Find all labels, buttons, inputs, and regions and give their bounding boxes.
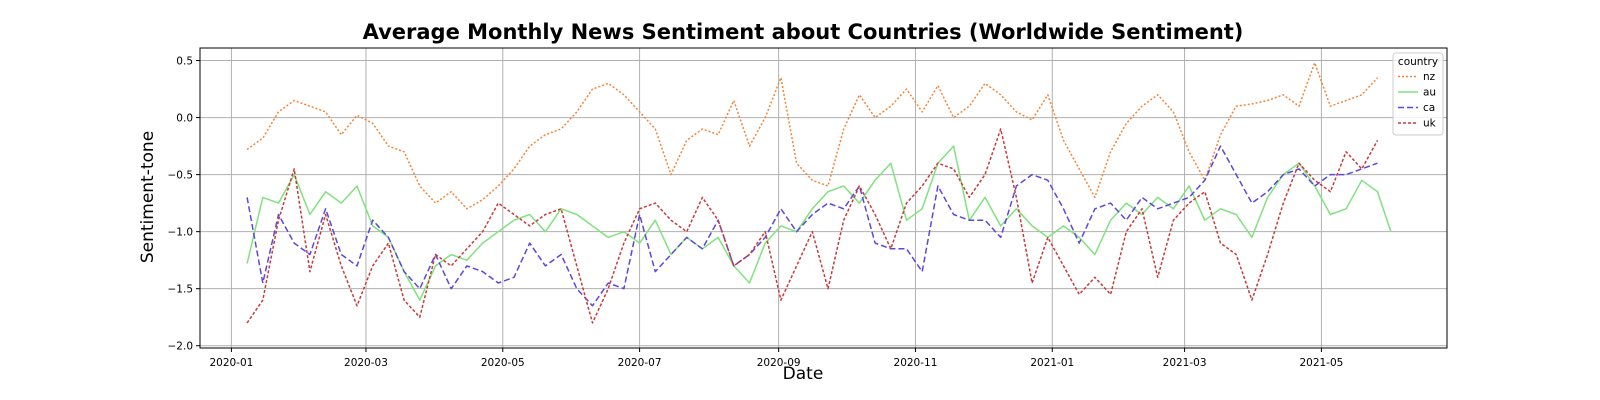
legend-box [1392, 52, 1444, 136]
series-line-ca [246, 145, 1378, 307]
legend: country nz au ca uk [1392, 52, 1444, 136]
x-tick-label: 2021-01 [1030, 357, 1074, 369]
plot-area [199, 47, 1448, 349]
y-tick-label: −2.0 [168, 341, 194, 353]
y-tick-label: −1.0 [168, 227, 194, 239]
y-tick-label: 0.5 [176, 56, 193, 68]
x-axis-label: Date [783, 364, 824, 384]
legend-label-nz: nz [1423, 71, 1436, 83]
y-tick-label: −0.5 [168, 170, 194, 182]
y-axis: 0.5 0.0 −0.5 −1.0 −1.5 −2.0 [168, 56, 200, 353]
chart-title: Average Monthly News Sentiment about Cou… [363, 20, 1244, 44]
x-tick-label: 2021-05 [1299, 357, 1343, 369]
legend-label-ca: ca [1423, 102, 1435, 114]
series-line-uk [246, 128, 1379, 324]
x-tick-label: 2021-03 [1163, 357, 1207, 369]
x-tick-label: 2020-09 [757, 357, 801, 369]
legend-label-au: au [1423, 87, 1436, 99]
grid [200, 48, 1447, 348]
x-tick-label: 2020-07 [618, 357, 662, 369]
x-tick-label: 2020-03 [344, 357, 388, 369]
x-tick-label: 2020-05 [481, 357, 525, 369]
y-tick-label: −1.5 [168, 284, 194, 296]
series-line-nz [246, 62, 1379, 210]
x-tick-label: 2020-01 [209, 357, 253, 369]
legend-title: country [1398, 56, 1438, 68]
x-axis: 2020-01 2020-03 2020-05 2020-07 2020-09 2020-… [209, 348, 1343, 369]
x-tick-label: 2020-11 [894, 357, 938, 369]
y-axis-label: Sentiment-tone [138, 131, 158, 263]
y-tick-label: 0.0 [176, 113, 193, 125]
series-line-au [246, 145, 1392, 301]
series-layer [246, 62, 1392, 324]
legend-label-uk: uk [1423, 118, 1437, 130]
